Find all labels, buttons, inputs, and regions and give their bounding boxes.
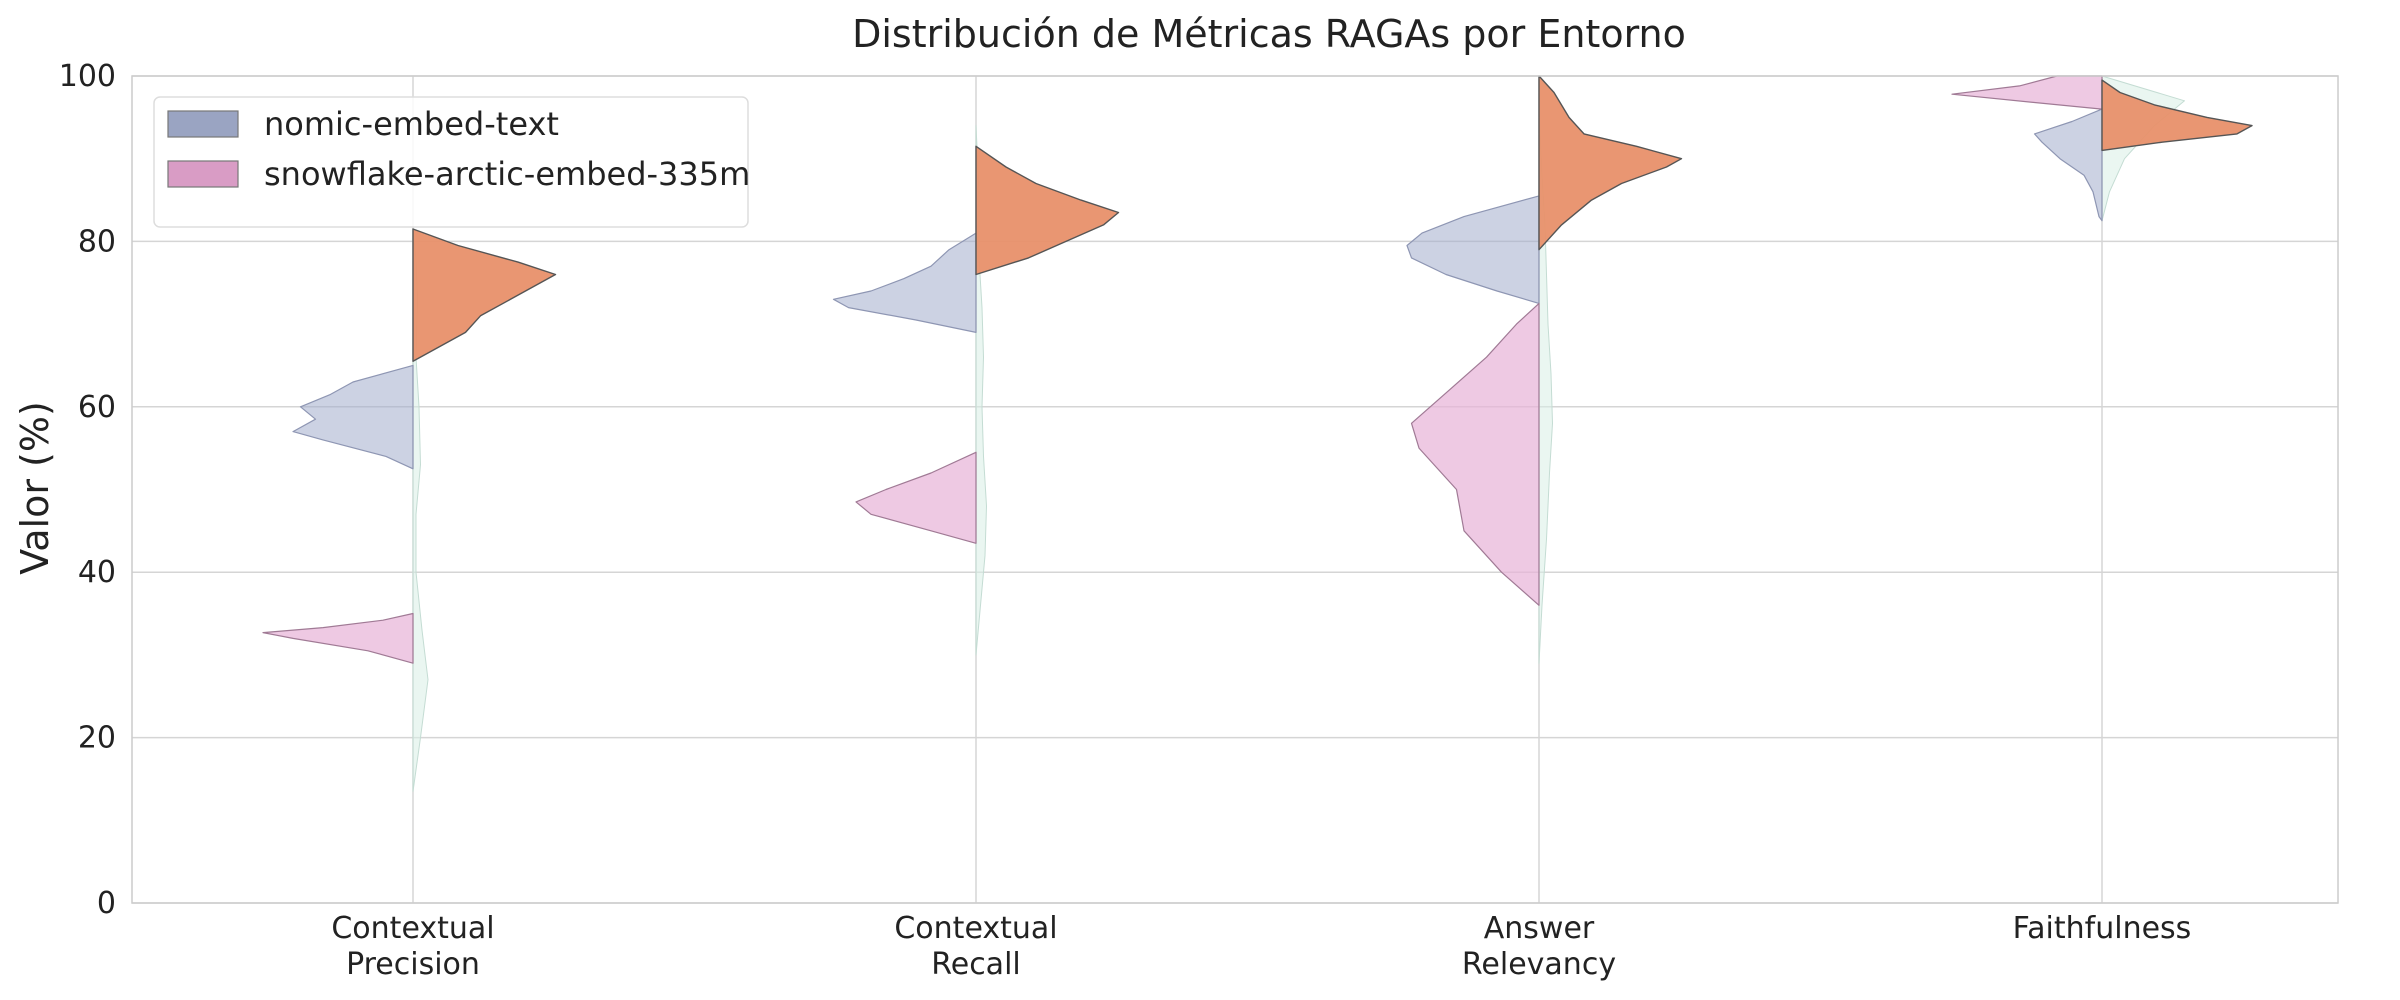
violin-3-cat-1 — [412, 228, 557, 362]
violin-3-cat-4 — [2101, 79, 2253, 152]
y-tick-label: 80 — [78, 224, 116, 259]
x-tick-label: Contextual — [894, 911, 1057, 946]
violin-2-cat-1 — [262, 612, 414, 664]
y-tick-label: 60 — [78, 390, 116, 425]
chart-title: Distribución de Métricas RAGAs por Entor… — [852, 12, 1686, 56]
legend-box — [153, 96, 749, 228]
x-tick-label: Answer — [1484, 911, 1595, 946]
violin-2-cat-3 — [1410, 302, 1540, 606]
violin-3-cat-2 — [975, 145, 1120, 276]
y-tick-label: 100 — [59, 59, 116, 94]
violin-1-cat-3 — [1406, 195, 1540, 304]
legend-swatch — [167, 160, 239, 188]
x-tick-label: Relevancy — [1462, 947, 1616, 982]
plot-border — [131, 75, 2339, 904]
legend-label: nomic-embed-text — [264, 105, 559, 143]
y-tick-label: 20 — [78, 721, 116, 756]
y-tick-label: 0 — [97, 886, 116, 921]
x-tick-label: Faithfulness — [2013, 911, 2192, 946]
x-tick-label: Contextual — [331, 911, 494, 946]
x-tick-label: Precision — [346, 947, 480, 982]
violin-3-cat-3 — [1538, 75, 1683, 251]
violin-1-cat-4 — [2033, 108, 2103, 222]
y-axis-label: Valor (%) — [13, 401, 57, 575]
legend-swatch — [167, 110, 239, 138]
violin-1-cat-1 — [292, 364, 414, 470]
violin-2-cat-2 — [855, 451, 977, 544]
y-tick-label: 40 — [78, 555, 116, 590]
x-tick-label: Recall — [931, 947, 1021, 982]
plot-area: 020406080100ContextualPrecisionContextua… — [59, 59, 2339, 982]
legend-label: snowflake-arctic-embed-335m — [264, 155, 750, 193]
violin-1-cat-2 — [832, 232, 977, 333]
